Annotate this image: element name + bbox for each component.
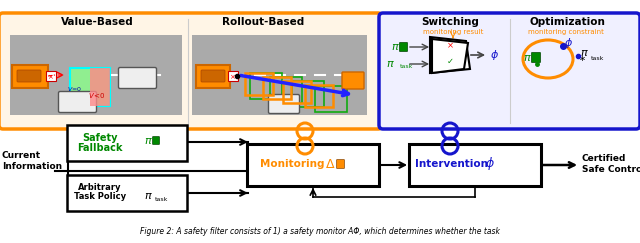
Text: $\times$: $\times$ (229, 72, 236, 81)
FancyBboxPatch shape (269, 95, 300, 113)
Text: Rollout-Based: Rollout-Based (222, 17, 304, 27)
Text: Certified
Safe Control: Certified Safe Control (582, 154, 640, 174)
FancyBboxPatch shape (67, 175, 187, 211)
Text: Optimization: Optimization (529, 17, 605, 27)
FancyBboxPatch shape (227, 71, 237, 81)
Text: Task Policy: Task Policy (74, 191, 126, 200)
Text: $\pi$: $\pi$ (390, 42, 399, 52)
Text: monitoring constraint: monitoring constraint (528, 29, 604, 35)
Text: $V\!<\!0$: $V\!<\!0$ (88, 90, 106, 99)
FancyBboxPatch shape (247, 144, 379, 186)
FancyBboxPatch shape (201, 70, 225, 82)
Text: monitoring result: monitoring result (423, 29, 483, 35)
FancyBboxPatch shape (531, 52, 541, 62)
Text: $\times$: $\times$ (47, 72, 54, 81)
FancyBboxPatch shape (90, 68, 110, 106)
Text: $\pi$: $\pi$ (523, 53, 531, 63)
FancyBboxPatch shape (337, 160, 344, 168)
FancyBboxPatch shape (152, 137, 159, 144)
Text: $\pi$: $\pi$ (143, 191, 152, 201)
FancyBboxPatch shape (342, 72, 364, 89)
FancyBboxPatch shape (118, 68, 157, 88)
Text: $\pi$: $\pi$ (143, 136, 152, 146)
Text: $\pi$: $\pi$ (385, 59, 394, 69)
FancyBboxPatch shape (192, 35, 367, 115)
Text: Fallback: Fallback (77, 143, 123, 153)
Text: Figure 2: A safety filter consists of 1) a safety monitor AΦ, which determines w: Figure 2: A safety filter consists of 1)… (140, 226, 500, 235)
FancyBboxPatch shape (45, 71, 56, 81)
Polygon shape (430, 37, 470, 73)
Text: $V\!=\!0$: $V\!=\!0$ (67, 85, 83, 93)
FancyBboxPatch shape (10, 35, 182, 115)
Polygon shape (12, 65, 48, 88)
Text: $\pi$: $\pi$ (580, 48, 588, 58)
Text: task: task (155, 197, 168, 201)
Text: $\ast$: $\ast$ (578, 53, 586, 63)
Text: Arbitrary: Arbitrary (78, 182, 122, 191)
Text: $\checkmark$: $\checkmark$ (446, 57, 454, 66)
Polygon shape (432, 39, 468, 73)
FancyBboxPatch shape (58, 92, 97, 113)
FancyBboxPatch shape (409, 144, 541, 186)
FancyBboxPatch shape (0, 13, 382, 129)
Text: Monitoring: Monitoring (260, 159, 324, 169)
Text: task: task (591, 55, 604, 61)
FancyBboxPatch shape (67, 125, 187, 161)
Text: $\Delta$: $\Delta$ (324, 157, 335, 171)
Text: task: task (400, 64, 413, 69)
FancyBboxPatch shape (70, 68, 110, 106)
FancyBboxPatch shape (17, 70, 41, 82)
Text: Switching: Switching (421, 17, 479, 27)
Text: $\phi$: $\phi$ (485, 156, 495, 173)
Polygon shape (196, 65, 230, 88)
FancyBboxPatch shape (399, 43, 408, 52)
Text: $\times$: $\times$ (446, 41, 454, 51)
Text: $\phi$: $\phi$ (563, 36, 573, 50)
Text: Current
Information: Current Information (2, 151, 62, 171)
FancyBboxPatch shape (379, 13, 640, 129)
Text: $\phi$: $\phi$ (490, 48, 499, 62)
Text: Value-Based: Value-Based (61, 17, 133, 27)
Text: Intervention: Intervention (415, 159, 488, 169)
Text: Safety: Safety (83, 133, 118, 143)
